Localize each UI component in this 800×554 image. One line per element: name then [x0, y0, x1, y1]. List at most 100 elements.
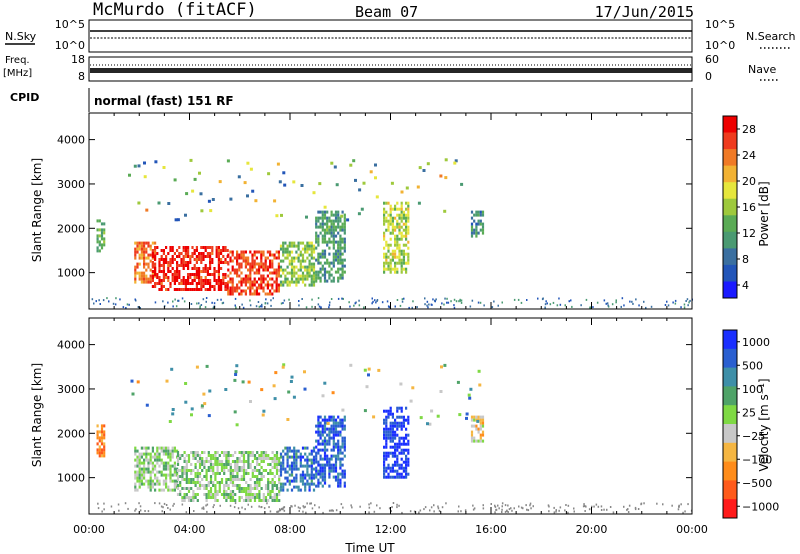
echo-cell [253, 277, 256, 281]
sparse-echo-cell [251, 189, 255, 193]
echo-cell [162, 279, 165, 282]
echo-cell [253, 253, 256, 257]
nave-label: Nave [748, 63, 776, 76]
echo-cell [149, 461, 152, 465]
echo-cell [402, 448, 405, 452]
echo-cell [249, 490, 252, 493]
echo-cell [154, 267, 157, 270]
echo-cell [264, 265, 267, 269]
echo-cell [96, 436, 99, 440]
ground-scatter-cell [464, 509, 467, 512]
echo-cell [383, 457, 386, 461]
ground-scatter-cell [501, 505, 503, 508]
echo-cell [162, 252, 165, 255]
echo-cell [332, 469, 335, 473]
echo-cell [262, 250, 265, 254]
echo-cell [337, 454, 340, 458]
echo-cell [328, 415, 331, 419]
sparse-echo-cell [363, 409, 367, 413]
echo-cell [192, 469, 195, 472]
echo-cell [279, 247, 283, 251]
echo-cell [151, 264, 154, 267]
echo-cell [269, 289, 272, 293]
sparse-echo-cell [207, 199, 211, 203]
echo-cell [225, 451, 228, 454]
echo-cell [477, 427, 480, 431]
echo-cell [278, 469, 281, 472]
echo-cell [236, 289, 239, 293]
echo-cell [301, 259, 305, 263]
echo-cell [400, 436, 403, 440]
echo-cell [185, 481, 188, 484]
ground-scatter-cell [266, 302, 269, 305]
echo-cell [323, 478, 327, 482]
echo-cell [191, 273, 194, 276]
echo-cell [321, 273, 324, 277]
ground-scatter-cell [265, 298, 267, 301]
echo-cell [297, 241, 300, 245]
echo-cell [301, 446, 305, 450]
y-tick-label: 1000 [57, 267, 85, 280]
echo-cell [202, 258, 205, 261]
echo-cell [315, 460, 318, 464]
echo-cell [343, 448, 346, 452]
echo-cell [227, 253, 230, 257]
echo-cell [312, 283, 316, 287]
echo-cell [337, 270, 340, 274]
ground-scatter-cell [205, 300, 207, 303]
echo-cell [138, 247, 141, 251]
echo-cell [260, 466, 263, 469]
echo-cell [306, 244, 309, 248]
echo-cell [145, 458, 148, 462]
echo-cell [158, 279, 161, 282]
ground-scatter-cell [229, 504, 232, 507]
echo-cell [407, 421, 410, 425]
echo-cell [236, 478, 239, 481]
echo-cell [391, 219, 394, 223]
ground-scatter-cell [320, 306, 322, 309]
echo-cell [231, 490, 235, 493]
echo-cell [262, 277, 265, 281]
echo-cell [178, 282, 181, 285]
echo-cell [258, 490, 261, 493]
echo-cell [341, 469, 344, 473]
echo-cell [212, 469, 215, 472]
ground-scatter-cell [388, 507, 391, 510]
echo-cell [308, 244, 311, 248]
echo-cell [214, 472, 217, 475]
echo-cell [312, 250, 316, 254]
echo-cell [238, 490, 241, 493]
echo-cell [220, 481, 224, 484]
ground-scatter-cell [98, 299, 100, 302]
echo-cell [140, 244, 143, 248]
echo-cell [187, 279, 190, 282]
echo-cell [332, 430, 335, 434]
ground-scatter-cell [582, 505, 585, 508]
echo-cell [191, 282, 194, 285]
echo-cell [145, 277, 148, 281]
echo-cell [136, 244, 139, 248]
echo-cell [234, 460, 237, 463]
ground-scatter-cell [689, 299, 691, 302]
echo-cell [140, 277, 143, 281]
echo-cell [181, 472, 184, 475]
echo-cell [251, 253, 254, 257]
echo-cell [227, 478, 230, 481]
echo-cell [201, 460, 204, 463]
echo-cell [258, 250, 261, 254]
echo-cell [334, 216, 338, 220]
echo-cell [147, 446, 150, 450]
ground-scatter-cell [401, 300, 404, 303]
echo-cell [385, 469, 388, 473]
echo-cell [328, 466, 331, 470]
echo-cell [195, 255, 198, 258]
echo-cell [266, 250, 269, 254]
echo-cell [299, 473, 302, 477]
echo-cell [317, 439, 320, 443]
ground-scatter-cell [623, 304, 625, 307]
echo-cell [310, 449, 313, 453]
echo-cell [308, 271, 311, 275]
echo-cell [337, 261, 340, 265]
echo-cell [273, 475, 276, 478]
echo-cell [140, 280, 143, 284]
